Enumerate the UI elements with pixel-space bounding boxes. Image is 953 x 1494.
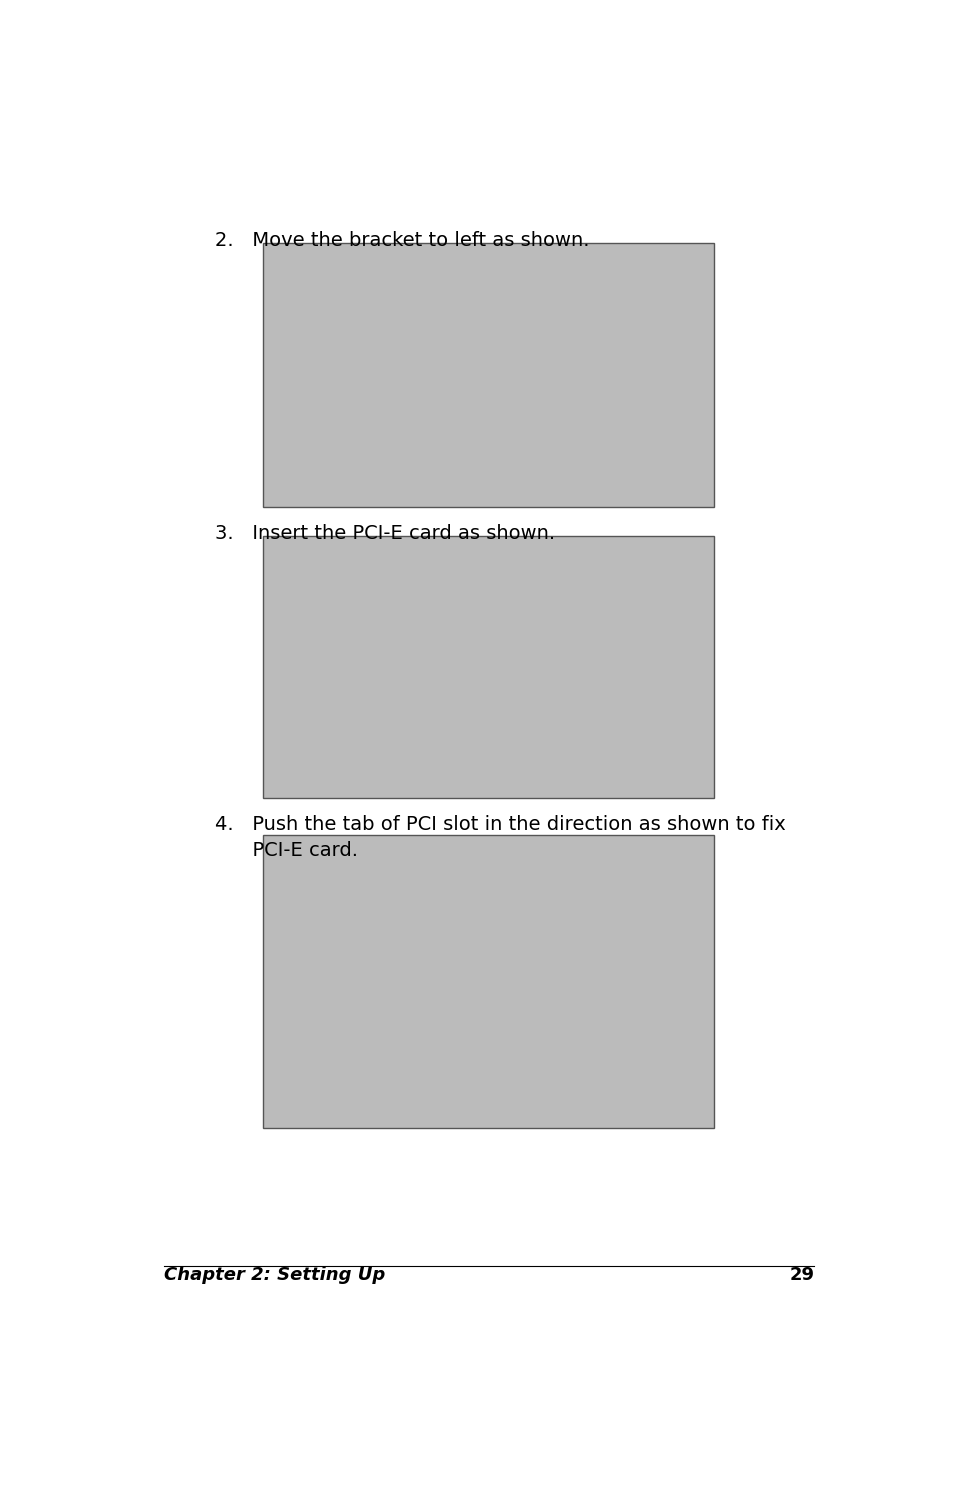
Bar bbox=[263, 835, 714, 1128]
Text: 3.   Insert the PCI-E card as shown.: 3. Insert the PCI-E card as shown. bbox=[215, 524, 555, 544]
Bar bbox=[263, 242, 714, 506]
Text: 4.   Push the tab of PCI slot in the direction as shown to fix: 4. Push the tab of PCI slot in the direc… bbox=[215, 816, 785, 835]
Text: 29: 29 bbox=[788, 1265, 813, 1283]
Text: PCI-E card.: PCI-E card. bbox=[215, 841, 358, 859]
Text: 2.   Move the bracket to left as shown.: 2. Move the bracket to left as shown. bbox=[215, 232, 589, 249]
Bar bbox=[263, 536, 714, 798]
Text: Chapter 2: Setting Up: Chapter 2: Setting Up bbox=[164, 1265, 384, 1283]
